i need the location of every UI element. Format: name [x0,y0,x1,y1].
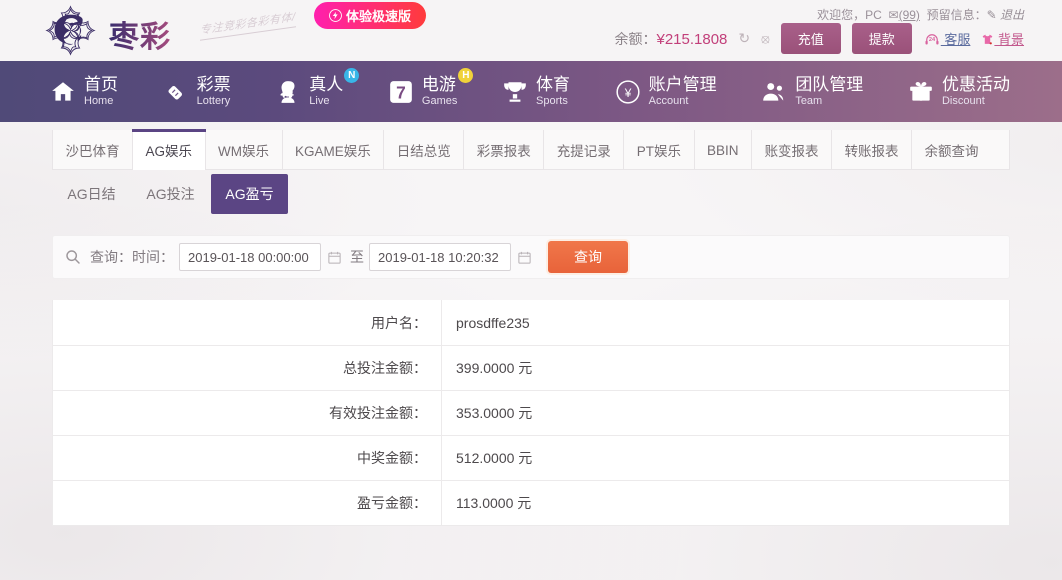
svg-text:¥: ¥ [623,85,631,99]
svg-text:7: 7 [396,82,406,102]
svg-text:24: 24 [929,37,936,43]
